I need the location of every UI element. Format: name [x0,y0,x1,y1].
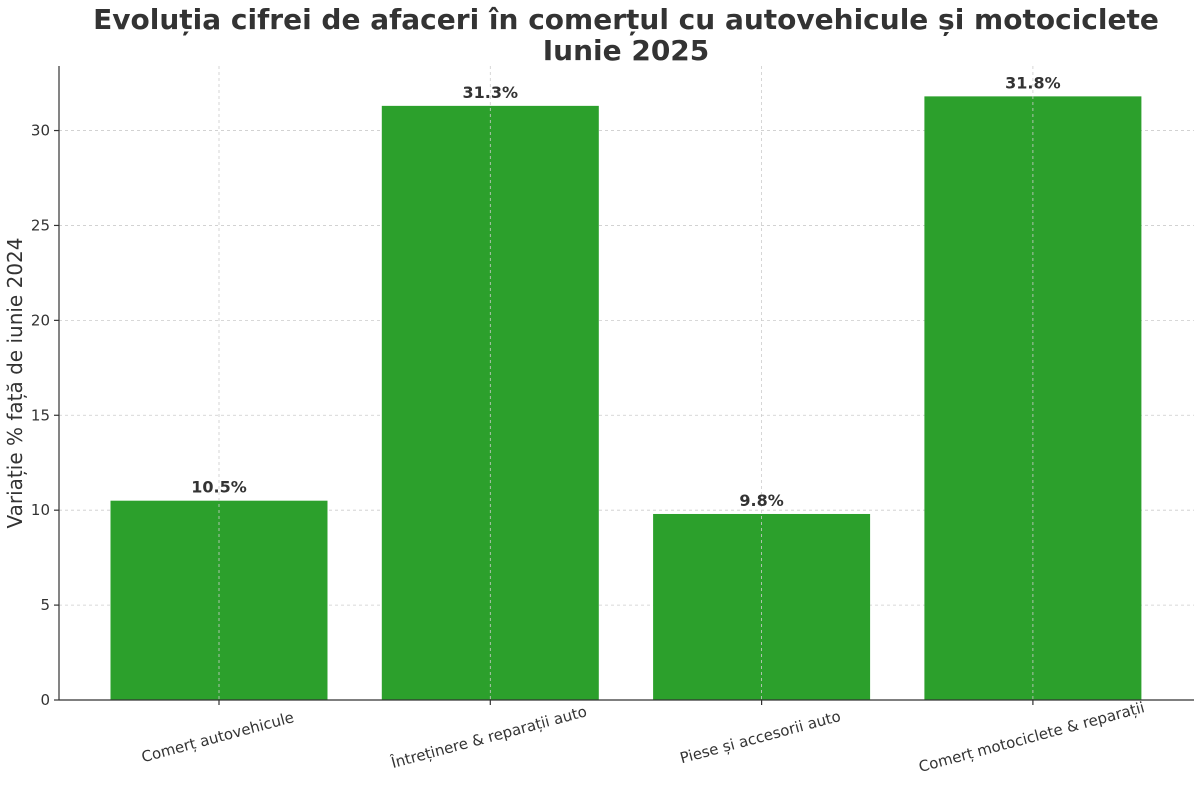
bars [110,96,1142,700]
data-labels: 10.5% 31.3% 9.8% 31.8% [191,73,1060,510]
y-tick-label: 0 [40,691,50,709]
y-axis-label: Variație % față de iunie 2024 [3,238,27,529]
data-label: 9.8% [739,491,783,510]
chart-title: Evoluția cifrei de afaceri în comerțul c… [93,3,1159,36]
y-tick-label: 20 [31,311,50,329]
x-tick-label: Comerț autovehicule [140,708,296,766]
x-tick-label: Întreținere & reparații auto [388,701,589,772]
y-tick-label: 5 [40,596,50,614]
data-label: 31.3% [463,83,519,102]
y-tick-label: 25 [31,216,50,234]
x-tick-label: Piese și accesorii auto [678,707,843,767]
chart-subtitle: Iunie 2025 [543,34,710,67]
y-tick-label: 10 [31,501,50,519]
data-label: 10.5% [191,478,247,497]
data-label: 31.8% [1005,73,1061,92]
y-tick-label: 15 [31,406,50,424]
y-tick-label: 30 [31,122,50,140]
x-tick-label: Comerț motociclete & reparații [917,698,1147,776]
